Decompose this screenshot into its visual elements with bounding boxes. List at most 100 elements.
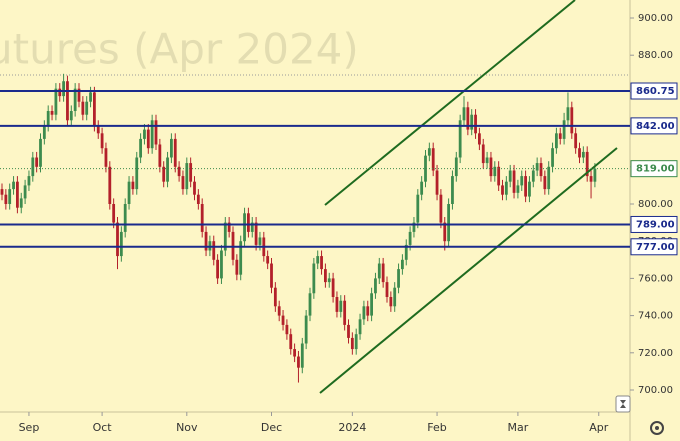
x-tick-label: Mar [508,421,529,434]
candle-body [389,297,393,307]
candle-body [458,120,462,158]
candle-body [123,204,127,232]
candle-body [158,144,162,167]
candle-body [127,181,131,204]
level-label-box [630,82,678,100]
candle-body [312,263,316,294]
candle-body [8,189,12,204]
candle-body [339,300,343,312]
y-tick-label: 900.00 [638,13,673,24]
level-label-box [630,215,678,233]
candle-body [73,88,77,111]
candle-body [143,129,146,139]
candle-body [489,157,493,177]
plot-area [0,73,597,383]
candle-body [362,306,366,320]
candle-body [31,157,35,177]
level-label: 860.75 [636,86,675,97]
candle-body [85,101,89,115]
candle-body [566,107,570,121]
candle-body [66,81,69,121]
candle-body [508,170,512,182]
settings-icon[interactable] [650,421,664,435]
candle-body [535,163,539,171]
candle-body [96,125,100,134]
candle-body [324,269,327,283]
candle-body [277,306,281,316]
candle-body [447,204,450,242]
candle-body [266,256,270,264]
last-price-box [630,160,678,178]
candle-body [558,133,562,139]
candle-body [555,133,558,149]
candle-body [343,300,347,325]
candle-body [212,241,216,260]
candle-body [512,170,516,193]
candle-body [539,163,543,177]
candle-body [50,111,54,115]
candle-body [381,263,385,283]
candle-body [370,293,373,316]
candle-body [524,176,527,197]
x-tick-label: Apr [589,421,609,434]
x-tick-label: 2024 [338,421,366,434]
candle-body [62,81,65,97]
level-label: 777.00 [636,242,675,253]
candle-body [393,287,397,307]
x-tick-label: Sep [19,421,40,434]
candle-body [139,138,142,158]
candle-body [543,176,547,190]
candle-body [327,278,331,283]
candle-body [227,222,231,232]
candle-body [119,231,123,257]
candle-body [454,157,458,177]
candle-body [481,144,485,164]
candle-body [193,181,196,195]
candle-body [177,166,181,177]
candle-body [439,194,443,223]
channel-lower [319,147,618,394]
candle-body [331,278,335,297]
candle-body [435,170,439,195]
candle-body [293,349,296,357]
candle-body [239,241,243,275]
candle-body [420,181,424,195]
candle-body [516,185,520,193]
candle-body [23,185,27,199]
candle-body [427,148,431,156]
candle-body [574,133,578,149]
candle-body [104,148,108,167]
candle-body [250,222,254,232]
candle-body [100,133,104,149]
candle-body [297,356,300,368]
y-tick-label: 720.00 [638,348,673,359]
candle-body [162,166,166,182]
candle-body [593,168,597,182]
candle-body [170,138,173,158]
candle-body [504,181,508,195]
candle-body [146,129,150,149]
candle-body [27,176,31,186]
candle-body [412,222,416,232]
candle-body [528,181,531,197]
candle-body [77,88,81,102]
candle-body [308,293,312,316]
candle-body [243,213,246,242]
candle-body [285,324,289,335]
level-label-box [630,238,678,256]
candle-body [58,88,62,97]
candle-body [374,278,377,294]
candle-body [531,170,535,182]
clock-icon[interactable] [615,395,631,413]
x-tick-label: Dec [261,421,282,434]
candle-body [270,263,273,288]
candle-body [520,176,524,186]
candle-body [108,166,112,204]
candle-body [501,185,504,195]
candle-body [404,244,408,260]
x-tick-label: Nov [176,421,198,434]
candle-body [235,259,239,275]
candle-body [4,194,8,204]
candle-body [451,176,454,204]
candle-body [189,163,193,182]
